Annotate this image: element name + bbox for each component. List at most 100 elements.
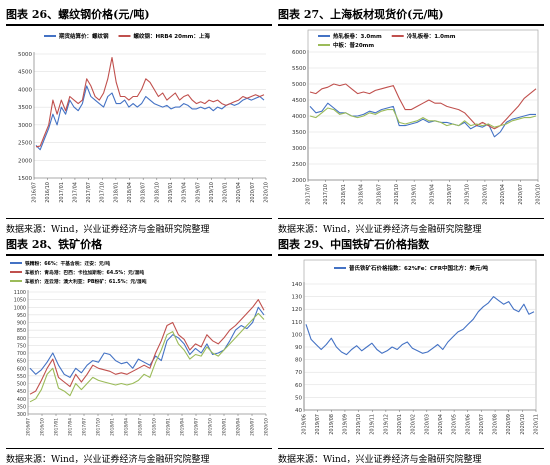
y-tick-label: 1500 <box>18 176 32 182</box>
x-tick-label: 2017/01 <box>59 182 65 203</box>
bottom-rule <box>6 218 272 219</box>
series-line <box>305 296 535 356</box>
plot-frame <box>303 259 537 411</box>
x-tick-label: 2017/04 <box>72 182 78 203</box>
x-tick-label: 2017/10 <box>323 184 329 205</box>
chart-title: 图表 29、中国铁矿石价格指数 <box>278 238 430 251</box>
chart-shanghai-plate: 2000 2500 3000 3500 4000 4500 5000 5500 6000 2017… <box>292 29 542 205</box>
x-tick-label: 2019/01 <box>168 182 174 203</box>
title-rule <box>278 254 544 256</box>
x-tick-label: 2020/07 <box>250 418 256 436</box>
x-tick-label: 2019/10 <box>356 414 362 435</box>
x-tick-label: 2019/11 <box>370 414 376 435</box>
y-tick-label: 2000 <box>18 158 32 164</box>
x-tick-label: 2018/01 <box>110 418 116 436</box>
y-tick-label: 4500 <box>292 98 306 104</box>
series-line <box>309 107 537 128</box>
x-tick-label: 2018/10 <box>394 184 400 205</box>
legend-label: 铁精粉：66%：干基含税：迁安：元/吨 <box>25 260 110 267</box>
x-tick-label: 2017/07 <box>86 182 92 203</box>
source-note: 数据来源：Wind，兴业证券经济与金融研究院整理 <box>278 225 482 235</box>
y-tick-label: 800 <box>17 336 26 342</box>
x-tick-label: 2019/09 <box>342 414 348 435</box>
x-tick-label: 2018/01 <box>341 184 347 205</box>
y-tick-label: 550 <box>17 374 26 380</box>
x-tick-label: 2019/10 <box>465 184 471 205</box>
series-line <box>29 299 265 395</box>
y-tick-label: 5000 <box>292 82 306 88</box>
x-tick-label: 2017/04 <box>68 418 74 436</box>
x-tick-label: 2020/07 <box>518 184 524 205</box>
legend-label: 期货结算价：螺纹钢 <box>59 32 109 40</box>
x-tick-label: 2017/10 <box>96 418 102 436</box>
y-tick-label: 5000 <box>18 52 32 58</box>
series-line <box>35 85 265 151</box>
legend-label: 中板：普20mm <box>333 41 374 49</box>
y-tick-label: 1100 <box>14 290 26 296</box>
x-tick-label: 2020/04 <box>500 184 506 205</box>
plot-frame <box>307 29 539 181</box>
x-tick-label: 2019/04 <box>182 182 188 203</box>
y-tick-label: 110 <box>292 320 303 326</box>
x-tick-label: 2018/07 <box>141 182 147 203</box>
legend-label: 螺纹钢：HRB4 20mm：上海 <box>134 32 211 40</box>
x-tick-label: 2019/10 <box>209 182 215 203</box>
y-tick-label: 3000 <box>18 123 32 129</box>
x-tick-label: 2020/10 <box>264 182 270 203</box>
chart-iron-ore-index: 40 50 60 70 80 90 100 110 120 130 140 2019/06 2019/0… <box>292 259 540 435</box>
y-tick-label: 950 <box>17 313 26 319</box>
y-tick-label: 500 <box>17 382 26 388</box>
x-tick-label: 2019/04 <box>429 184 435 205</box>
y-tick-label: 100 <box>292 332 303 338</box>
y-tick-label: 400 <box>17 397 26 403</box>
x-tick-label: 2020/07 <box>479 414 485 435</box>
x-tick-label: 2017/07 <box>306 184 312 205</box>
y-tick-label: 130 <box>292 295 303 301</box>
y-tick-label: 2500 <box>18 141 32 147</box>
y-tick-label: 80 <box>295 358 302 364</box>
x-tick-label: 2018/10 <box>152 418 158 436</box>
y-tick-label: 3500 <box>292 130 306 136</box>
x-tick-label: 2019/10 <box>208 418 214 436</box>
legend-label: 普氏铁矿石价格指数：62%Fe：CFR中国北方：美元/吨 <box>349 264 488 272</box>
y-tick-label: 2500 <box>292 162 306 168</box>
chart-title: 图表 26、螺纹钢价格(元/吨) <box>6 8 150 21</box>
series-line <box>29 312 265 403</box>
x-tick-label: 2020/04 <box>438 414 444 435</box>
x-tick-label: 2020/08 <box>493 414 499 435</box>
x-tick-label: 2018/01 <box>113 182 119 203</box>
x-tick-label: 2020/07 <box>250 182 256 203</box>
x-tick-label: 2020/01 <box>397 414 403 435</box>
x-tick-label: 2019/07 <box>194 418 200 436</box>
x-tick-label: 2020/01 <box>223 182 229 203</box>
x-tick-label: 2019/04 <box>180 418 186 436</box>
y-tick-label: 1050 <box>14 298 26 304</box>
chart-steel-rebar: 1500 2000 2500 3000 3500 4000 4500 5000 2016/07 2… <box>18 32 270 203</box>
x-tick-label: 2019/07 <box>315 414 321 435</box>
y-tick-label: 6000 <box>292 50 306 56</box>
x-tick-label: 2020/10 <box>520 414 526 435</box>
x-tick-label: 2020/04 <box>236 182 242 203</box>
y-tick-label: 4500 <box>18 70 32 76</box>
x-tick-label: 2019/07 <box>195 182 201 203</box>
x-tick-label: 2017/10 <box>100 182 106 203</box>
x-tick-label: 2020/05 <box>452 414 458 435</box>
x-tick-label: 2018/07 <box>376 184 382 205</box>
x-tick-label: 2018/10 <box>154 182 160 203</box>
source-note: 数据来源：Wind，兴业证券经济与金融研究院整理 <box>6 225 210 235</box>
y-tick-label: 350 <box>17 404 26 410</box>
legend-label: 冷轧板卷：1.0mm <box>407 32 456 40</box>
x-tick-label: 2018/04 <box>359 184 365 205</box>
title-rule <box>6 254 272 256</box>
bottom-rule <box>6 448 272 449</box>
y-tick-label: 300 <box>17 412 26 418</box>
x-tick-label: 2019/12 <box>383 414 389 435</box>
y-tick-label: 70 <box>295 370 302 376</box>
y-tick-label: 900 <box>17 321 26 327</box>
title-rule <box>6 24 272 26</box>
y-tick-label: 50 <box>295 395 302 401</box>
x-tick-label: 2019/01 <box>166 418 172 436</box>
y-tick-label: 4000 <box>292 114 306 120</box>
x-tick-label: 2017/07 <box>82 418 88 436</box>
